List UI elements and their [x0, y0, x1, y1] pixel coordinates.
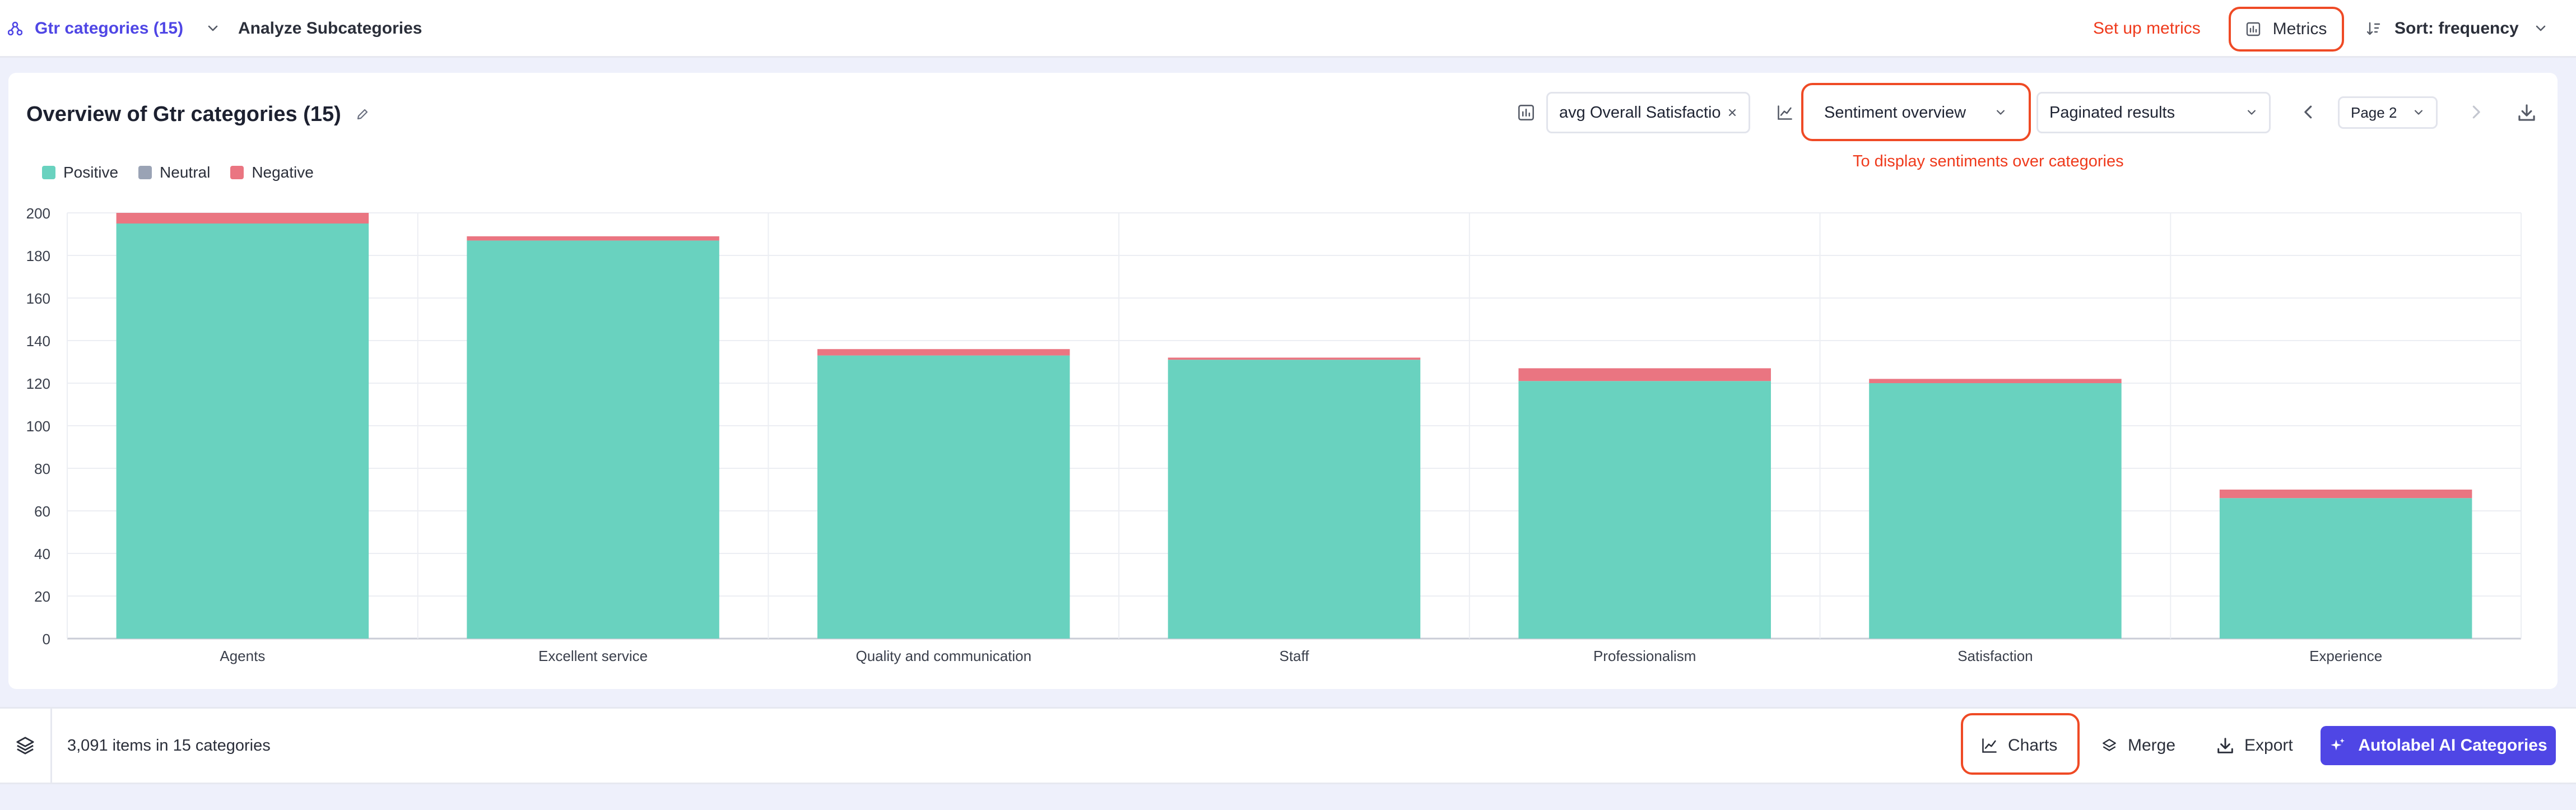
y-tick-label: 120	[26, 375, 50, 392]
x-tick-label: Professionalism	[1593, 648, 1696, 664]
y-tick-label: 0	[43, 631, 50, 648]
x-tick-label: Agents	[220, 648, 265, 664]
charts-button-label: Charts	[2008, 736, 2058, 755]
bar-positive-agents[interactable]	[116, 224, 369, 639]
pagination-select-value: Paginated results	[2049, 103, 2175, 122]
pagination-select[interactable]: Paginated results	[2036, 92, 2271, 133]
legend-label: Negative	[252, 164, 314, 181]
bar-positive-satisfaction[interactable]	[1869, 383, 2122, 639]
y-tick-label: 140	[26, 333, 50, 350]
export-button[interactable]: Export	[2216, 725, 2293, 766]
chevron-down-icon	[1994, 106, 2007, 119]
legend-item-positive[interactable]: Positive	[42, 164, 118, 181]
merge-button[interactable]: Merge	[2101, 725, 2175, 766]
legend-swatch	[138, 166, 152, 179]
y-tick-label: 80	[34, 460, 50, 477]
legend-label: Positive	[63, 164, 119, 181]
legend-item-neutral[interactable]: Neutral	[138, 164, 210, 181]
page-title: Overview of Gtr categories (15)	[26, 103, 341, 126]
x-tick-label: Excellent service	[538, 648, 648, 664]
view-select-highlight-ring	[1801, 83, 2031, 141]
metrics-label: Metrics	[2272, 20, 2327, 38]
sort-icon	[2365, 21, 2381, 36]
download-icon	[2216, 737, 2234, 755]
y-tick-label: 180	[26, 248, 50, 264]
bar-positive-professionalism[interactable]	[1518, 381, 1771, 639]
bar-chart-icon	[2246, 22, 2261, 36]
bar-positive-excellent-service[interactable]	[467, 240, 719, 639]
charts-highlight-ring	[1961, 713, 2080, 775]
layers-icon	[2101, 737, 2118, 754]
chevron-down-icon	[2412, 106, 2425, 119]
y-tick-label: 20	[34, 588, 50, 605]
view-select[interactable]: Sentiment overview	[1811, 92, 2020, 133]
metric-select-value: avg Overall Satisfactio...	[1559, 103, 1722, 122]
categories-dropdown[interactable]: Gtr categories (15)	[8, 17, 220, 40]
chart-card-header: Overview of Gtr categories (15)	[26, 101, 369, 128]
top-toolbar: Gtr categories (15) Analyze Subcategorie…	[0, 0, 2576, 58]
chevron-down-icon	[2245, 106, 2258, 119]
y-tick-label: 40	[34, 546, 50, 562]
bar-positive-staff[interactable]	[1168, 360, 1421, 639]
bar-chart-icon	[1518, 104, 1535, 121]
legend-swatch	[230, 166, 244, 179]
bar-negative-experience[interactable]	[2219, 490, 2472, 499]
legend-swatch	[42, 166, 55, 179]
bar-positive-experience[interactable]	[2219, 498, 2472, 639]
bar-negative-professionalism[interactable]	[1518, 368, 1771, 381]
sparkle-icon	[2329, 737, 2346, 754]
autolabel-ai-categories-button[interactable]: Autolabel AI Categories	[2321, 726, 2556, 765]
chart-card: Overview of Gtr categories (15) avg Over…	[8, 73, 2558, 689]
download-icon[interactable]	[2517, 103, 2536, 122]
chevron-left-icon[interactable]	[2300, 103, 2318, 121]
sort-dropdown[interactable]: Sort: frequency	[2365, 17, 2548, 40]
line-chart-icon	[1981, 737, 1998, 754]
categories-dropdown-label: Gtr categories (15)	[35, 19, 184, 38]
page-select-value: Page 2	[2351, 104, 2397, 121]
bar-negative-excellent-service[interactable]	[467, 236, 719, 241]
view-select-value: Sentiment overview	[1824, 103, 1966, 122]
bar-negative-satisfaction[interactable]	[1869, 379, 2122, 383]
export-button-label: Export	[2244, 736, 2293, 755]
legend-item-negative[interactable]: Negative	[230, 164, 314, 181]
chevron-right-icon[interactable]	[2467, 103, 2485, 121]
x-tick-label: Staff	[1279, 648, 1309, 664]
bar-negative-agents[interactable]	[116, 213, 369, 224]
metric-select[interactable]: avg Overall Satisfactio...	[1546, 92, 1750, 133]
metrics-button[interactable]: Metrics	[2232, 8, 2341, 50]
layers-icon	[15, 735, 35, 756]
items-count-text: 3,091 items in 15 categories	[67, 737, 271, 755]
y-tick-label: 100	[26, 418, 50, 435]
metrics-highlight-ring	[2229, 7, 2344, 52]
bar-positive-quality-and-communication[interactable]	[817, 355, 1070, 639]
bar-negative-quality-and-communication[interactable]	[817, 349, 1070, 356]
chart-legend: Positive Neutral Negative	[42, 164, 334, 181]
setup-metrics-annotation: Set up metrics	[2093, 19, 2201, 38]
y-tick-label: 60	[34, 503, 50, 520]
bar-negative-staff[interactable]	[1168, 357, 1421, 360]
layers-toggle[interactable]	[0, 709, 52, 783]
autolabel-button-label: Autolabel AI Categories	[2358, 736, 2547, 755]
clear-icon[interactable]	[1727, 108, 1737, 118]
x-tick-label: Experience	[2309, 648, 2382, 664]
line-chart-icon	[1777, 104, 1793, 121]
bottom-toolbar: 3,091 items in 15 categories Charts Merg…	[0, 707, 2576, 784]
stacked-bar-chart: 0 20 40 60 80 100 120 140 160 180 200 Agents Excelle…	[26, 205, 2522, 664]
charts-button[interactable]: Charts	[1981, 725, 2057, 766]
page-select[interactable]: Page 2	[2338, 96, 2438, 129]
analyze-subcategories-link[interactable]: Analyze Subcategories	[238, 19, 422, 38]
y-tick-label: 200	[26, 205, 50, 222]
y-tick-label: 160	[26, 290, 50, 307]
x-tick-label: Satisfaction	[1957, 648, 2033, 664]
pencil-icon[interactable]	[356, 108, 369, 121]
chevron-down-icon	[206, 21, 220, 36]
hierarchy-icon	[8, 21, 22, 36]
chevron-down-icon	[2533, 21, 2548, 36]
x-tick-label: Quality and communication	[855, 648, 1031, 664]
merge-button-label: Merge	[2128, 736, 2176, 755]
legend-label: Neutral	[160, 164, 211, 181]
sort-label: Sort: frequency	[2394, 19, 2519, 38]
view-select-annotation: To display sentiments over categories	[1853, 152, 2124, 170]
